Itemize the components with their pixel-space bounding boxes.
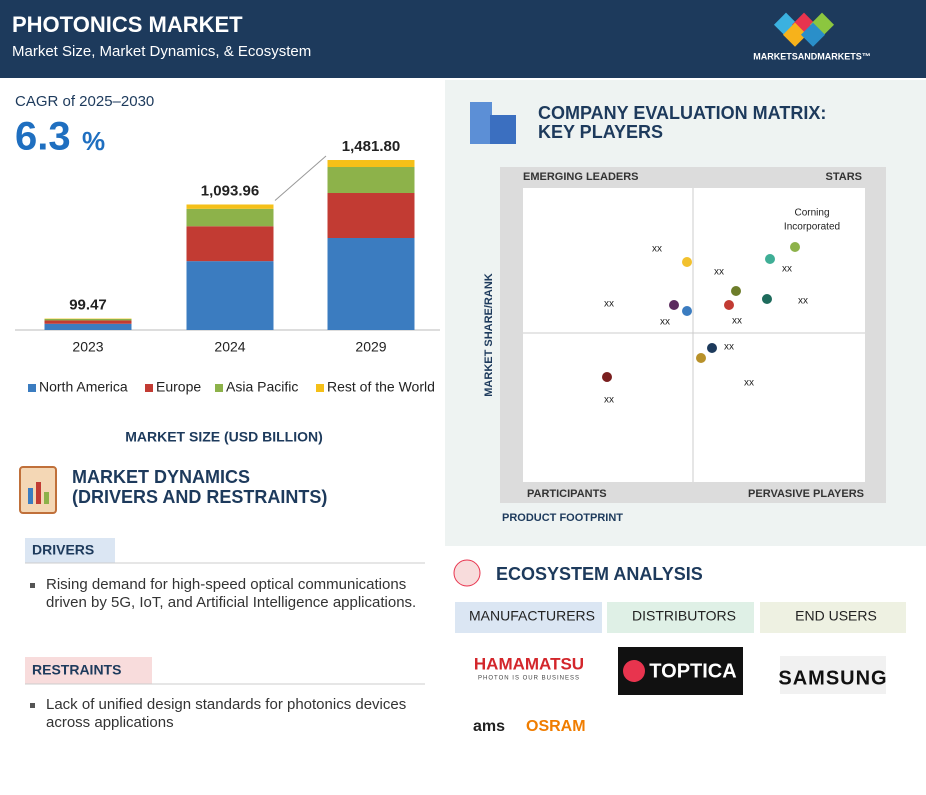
ecosystem-icon (453, 559, 481, 587)
column-tab (607, 602, 754, 633)
matrix-plot (523, 188, 865, 482)
logo: PHOTON IS OUR BUSINESS (478, 676, 580, 682)
company-dot (696, 353, 706, 363)
bar-segment (327, 238, 415, 330)
quadrant-label: PERVASIVE PLAYERS (748, 488, 864, 500)
bar-segment (44, 318, 132, 321)
company-label: xx (604, 299, 614, 310)
company-label: xx (782, 264, 792, 275)
building-icon (470, 102, 492, 144)
tab-label: RESTRAINTS (32, 662, 121, 678)
section-title: KEY PLAYERS (538, 122, 663, 142)
quadrant-label: STARS (826, 171, 862, 183)
bar-segment (44, 320, 132, 324)
company-dot (762, 294, 772, 304)
bar-segment (327, 160, 415, 168)
logo: OSRAM (526, 718, 586, 735)
legend-swatch (28, 384, 36, 392)
quadrant-label: PARTICIPANTS (527, 488, 607, 500)
bar-segment (327, 193, 415, 239)
section-title: COMPANY EVALUATION MATRIX: (538, 103, 826, 123)
company-dot (682, 306, 692, 316)
section-title: (DRIVERS AND RESTRAINTS) (72, 487, 327, 507)
company-label: xx (660, 317, 670, 328)
total-label: 1,481.80 (342, 138, 400, 155)
company-label: xx (744, 378, 754, 389)
bar-segment (186, 204, 274, 209)
x-tick-label: 2024 (214, 339, 245, 355)
bar-segment (44, 323, 132, 330)
company-dot (731, 286, 741, 296)
subtitle: Market Size, Market Dynamics, & Ecosyste… (12, 43, 311, 60)
column-tab (760, 602, 906, 633)
bar-segment (186, 226, 274, 262)
column-label: END USERS (795, 608, 877, 624)
logo: ams (473, 718, 505, 735)
driver-item: Rising demand for high-speed optical com… (30, 576, 426, 612)
column-label: MANUFACTURERS (469, 608, 595, 624)
company-dot (790, 242, 800, 252)
company-label: xx (798, 296, 808, 307)
tab-label: DRIVERS (32, 542, 94, 558)
logo-bg (780, 656, 886, 694)
trend-arrow (274, 155, 327, 201)
cagr-label: CAGR of 2025–2030 (15, 93, 154, 110)
company-dot (682, 257, 692, 267)
section-title: MARKET DYNAMICS (72, 467, 250, 487)
legend-swatch (145, 384, 153, 392)
bar-segment (186, 208, 274, 227)
company-label: xx (604, 395, 614, 406)
legend-label: North America (39, 379, 128, 395)
x-axis-title: MARKET SIZE (USD BILLION) (125, 429, 323, 445)
dynamics-icon (36, 482, 41, 504)
total-label: 1,093.96 (201, 182, 259, 199)
x-axis-title: PRODUCT FOOTPRINT (502, 512, 623, 524)
quadrant-label: EMERGING LEADERS (523, 171, 639, 183)
company-dot (602, 372, 612, 382)
bar-segment (186, 261, 274, 330)
column-label: DISTRIBUTORS (632, 608, 736, 624)
legend-label: Rest of the World (327, 379, 435, 395)
restraint-item: Lack of unified design standards for pho… (30, 696, 426, 732)
cagr-unit: % (82, 126, 105, 156)
y-axis-title: MARKET SHARE/RANK (483, 273, 495, 397)
tab (25, 657, 152, 684)
total-label: 99.47 (69, 297, 107, 314)
header-bg (0, 0, 926, 78)
logo: HAMAMATSU (474, 654, 584, 673)
legend-label: Europe (156, 379, 201, 395)
brand: MARKETSANDMARKETS™ (753, 51, 871, 61)
company-label: xx (732, 316, 742, 327)
company-label: xx (652, 244, 662, 255)
legend-swatch (215, 384, 223, 392)
building-icon (490, 115, 516, 144)
legend-swatch (316, 384, 324, 392)
company-label: Incorporated (784, 222, 840, 233)
column-tab (455, 602, 602, 633)
x-tick-label: 2023 (72, 339, 103, 355)
logo: SAMSUNG (778, 667, 887, 689)
cagr-value: 6.3 (15, 115, 71, 159)
company-dot (724, 300, 734, 310)
section-title: ECOSYSTEM ANALYSIS (496, 564, 703, 584)
company-label: Corning (794, 208, 829, 219)
company-dot (669, 300, 679, 310)
tab (25, 538, 115, 563)
company-label: xx (714, 267, 724, 278)
title: PHOTONICS MARKET (12, 12, 243, 37)
legend-label: Asia Pacific (226, 379, 298, 395)
logo-mark (623, 660, 645, 682)
bar-segment (327, 167, 415, 194)
company-dot (707, 343, 717, 353)
x-tick-label: 2029 (355, 339, 386, 355)
company-dot (765, 254, 775, 264)
dynamics-icon (44, 492, 49, 504)
dynamics-icon (28, 488, 33, 504)
company-label: xx (724, 342, 734, 353)
logo: TOPTICA (649, 660, 736, 682)
